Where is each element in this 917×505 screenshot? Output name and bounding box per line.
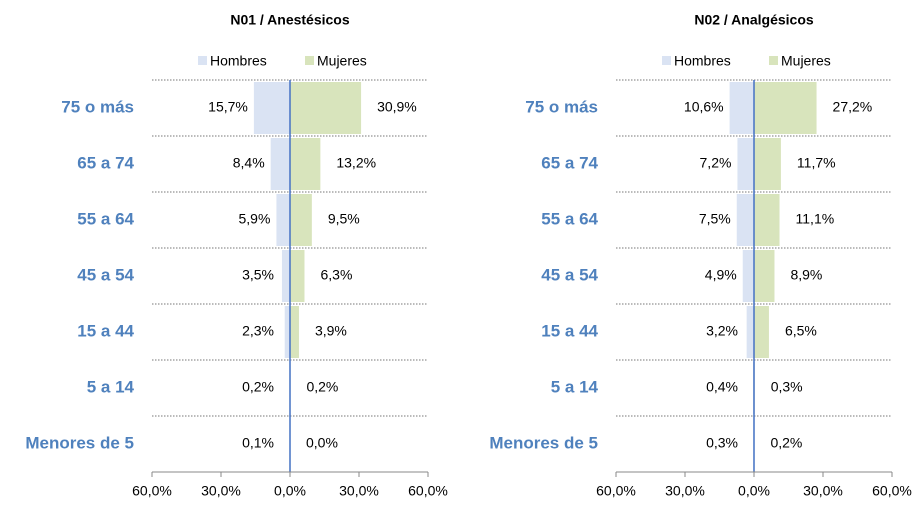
- bar: [754, 138, 781, 190]
- x-tick-label: 0,0%: [738, 483, 770, 499]
- value-label: 0,2%: [306, 379, 338, 395]
- category-label: 15 a 44: [77, 321, 134, 340]
- bar: [754, 250, 775, 302]
- bar: [742, 250, 754, 302]
- x-tick-label: 60,0%: [132, 483, 172, 499]
- legend-marker: [769, 56, 778, 65]
- legend-marker: [305, 56, 314, 65]
- chart-title: N01 / Anestésicos: [230, 12, 350, 28]
- category-label: 55 a 64: [77, 209, 134, 228]
- legend-marker: [198, 56, 207, 65]
- legend-marker: [662, 56, 671, 65]
- bar: [284, 306, 290, 358]
- value-label: 5,9%: [239, 211, 271, 227]
- value-label: 0,1%: [242, 435, 274, 451]
- value-label: 11,7%: [797, 155, 836, 171]
- bar: [290, 138, 321, 190]
- value-label: 6,5%: [785, 323, 817, 339]
- value-label: 7,5%: [699, 211, 731, 227]
- value-label: 11,1%: [796, 211, 835, 227]
- value-label: 3,9%: [315, 323, 347, 339]
- value-label: 7,2%: [700, 155, 732, 171]
- value-label: 27,2%: [833, 99, 873, 115]
- x-tick-label: 30,0%: [339, 483, 379, 499]
- category-label: 5 a 14: [551, 377, 599, 396]
- bar: [276, 194, 290, 246]
- category-label: 45 a 54: [77, 265, 134, 284]
- category-label: Menores de 5: [25, 433, 134, 452]
- value-label: 0,4%: [706, 379, 738, 395]
- category-label: 55 a 64: [541, 209, 598, 228]
- category-label: 5 a 14: [87, 377, 135, 396]
- value-label: 0,2%: [770, 435, 802, 451]
- value-label: 0,3%: [706, 435, 738, 451]
- category-label: 45 a 54: [541, 265, 598, 284]
- bar: [729, 82, 754, 134]
- value-label: 8,9%: [790, 267, 822, 283]
- bar: [737, 138, 754, 190]
- bar: [754, 306, 769, 358]
- value-label: 8,4%: [233, 155, 265, 171]
- bar: [754, 82, 817, 134]
- x-tick-label: 60,0%: [872, 483, 912, 499]
- value-label: 0,3%: [771, 379, 803, 395]
- category-label: 75 o más: [61, 97, 134, 116]
- value-label: 6,3%: [320, 267, 352, 283]
- x-tick-label: 0,0%: [274, 483, 306, 499]
- bar: [290, 306, 299, 358]
- value-label: 2,3%: [242, 323, 274, 339]
- bar: [281, 250, 290, 302]
- value-label: 9,5%: [328, 211, 360, 227]
- x-tick-label: 30,0%: [665, 483, 705, 499]
- bar: [290, 194, 312, 246]
- legend-label: Mujeres: [317, 53, 367, 69]
- value-label: 10,6%: [684, 99, 724, 115]
- value-label: 13,2%: [336, 155, 376, 171]
- value-label: 0,2%: [242, 379, 274, 395]
- bar: [253, 82, 290, 134]
- x-tick-label: 60,0%: [596, 483, 636, 499]
- value-label: 15,7%: [208, 99, 248, 115]
- legend-label: Hombres: [210, 53, 267, 69]
- value-label: 3,5%: [242, 267, 274, 283]
- category-label: 15 a 44: [541, 321, 598, 340]
- chart-title: N02 / Analgésicos: [694, 12, 814, 28]
- category-label: Menores de 5: [489, 433, 598, 452]
- x-tick-label: 60,0%: [408, 483, 448, 499]
- category-label: 65 a 74: [77, 153, 134, 172]
- bar: [290, 250, 305, 302]
- x-tick-label: 30,0%: [201, 483, 241, 499]
- value-label: 3,2%: [706, 323, 738, 339]
- legend-label: Mujeres: [781, 53, 831, 69]
- x-tick-label: 30,0%: [803, 483, 843, 499]
- bar: [290, 82, 362, 134]
- value-label: 0,0%: [306, 435, 338, 451]
- category-label: 75 o más: [525, 97, 598, 116]
- value-label: 4,9%: [705, 267, 737, 283]
- bar: [746, 306, 754, 358]
- bar: [270, 138, 290, 190]
- category-label: 65 a 74: [541, 153, 598, 172]
- legend-label: Hombres: [674, 53, 731, 69]
- value-label: 30,9%: [377, 99, 417, 115]
- bar: [754, 194, 780, 246]
- bar: [736, 194, 754, 246]
